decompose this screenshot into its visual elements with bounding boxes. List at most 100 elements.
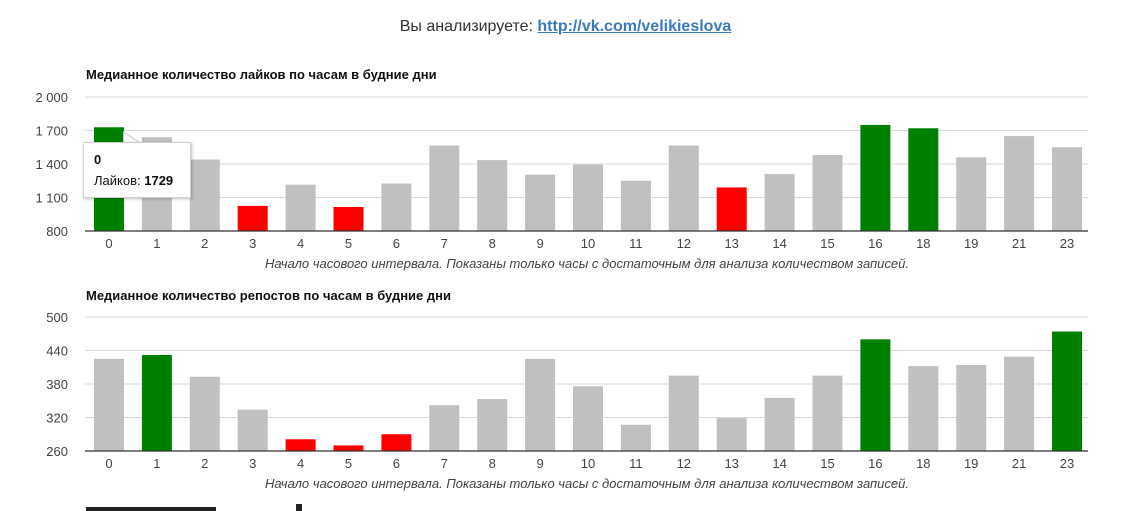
likes-bar-21[interactable] xyxy=(1004,136,1035,231)
reposts-bar-9[interactable] xyxy=(525,358,556,451)
likes-xtick-label: 10 xyxy=(581,236,595,251)
reposts-ytick-label: 380 xyxy=(46,377,68,392)
tooltip-pointer-inner xyxy=(124,133,139,143)
tooltip-label: Лайков: xyxy=(94,173,141,188)
likes-xtick-label: 7 xyxy=(441,236,448,251)
reposts-xtick-label: 6 xyxy=(393,456,400,471)
likes-xtick-label: 15 xyxy=(820,236,834,251)
likes-xtick-label: 6 xyxy=(393,236,400,251)
reposts-bar-18[interactable] xyxy=(908,366,939,451)
reposts-xtick-label: 16 xyxy=(868,456,882,471)
header-prefix: Вы анализируете: xyxy=(399,18,533,35)
reposts-bar-10[interactable] xyxy=(573,386,603,451)
likes-ytick-label: 800 xyxy=(46,224,68,239)
likes-xtick-label: 21 xyxy=(1012,236,1026,251)
likes-xtick-label: 0 xyxy=(105,236,112,251)
likes-ytick-label: 2 000 xyxy=(35,90,68,105)
reposts-bar-13[interactable] xyxy=(716,418,747,451)
likes-xtick-label: 18 xyxy=(916,236,930,251)
likes-xtick-label: 13 xyxy=(724,236,738,251)
likes-bar-2[interactable] xyxy=(189,159,220,231)
reposts-bar-6[interactable] xyxy=(381,434,412,451)
reposts-xtick-label: 23 xyxy=(1060,456,1074,471)
reposts-xtick-label: 19 xyxy=(964,456,978,471)
likes-bar-3[interactable] xyxy=(237,205,268,231)
reposts-bar-2[interactable] xyxy=(189,376,220,451)
likes-chart-title: Медианное количество лайков по часам в б… xyxy=(86,67,437,82)
reposts-bar-4[interactable] xyxy=(285,439,316,451)
analyzed-link[interactable]: http://vk.com/velikieslova xyxy=(537,18,732,35)
likes-bar-6[interactable] xyxy=(381,183,412,231)
likes-xtick-label: 16 xyxy=(868,236,882,251)
next-chart-title-cut xyxy=(86,504,306,511)
reposts-xtick-label: 21 xyxy=(1012,456,1026,471)
reposts-bar-11[interactable] xyxy=(620,424,651,451)
reposts-ytick-label: 500 xyxy=(46,310,68,325)
likes-ytick-label: 1 100 xyxy=(35,191,68,206)
likes-bar-16[interactable] xyxy=(860,124,891,231)
likes-bar-11[interactable] xyxy=(620,180,651,231)
likes-bar-8[interactable] xyxy=(477,160,508,231)
likes-bar-12[interactable] xyxy=(668,145,699,231)
likes-bar-18[interactable] xyxy=(908,128,939,231)
likes-bar-14[interactable] xyxy=(764,174,795,231)
reposts-bar-12[interactable] xyxy=(668,375,699,451)
likes-xtick-label: 9 xyxy=(536,236,543,251)
reposts-bar-14[interactable] xyxy=(764,397,795,451)
reposts-xtick-label: 8 xyxy=(489,456,496,471)
tooltip-value: 1729 xyxy=(144,173,174,188)
reposts-xaxis-caption: Начало часового интервала. Показаны толь… xyxy=(265,476,909,491)
reposts-bar-8[interactable] xyxy=(477,399,508,451)
reposts-bar-16[interactable] xyxy=(860,339,891,451)
reposts-xtick-label: 3 xyxy=(249,456,256,471)
reposts-xtick-label: 13 xyxy=(724,456,738,471)
reposts-bar-19[interactable] xyxy=(956,365,987,451)
likes-xtick-label: 23 xyxy=(1060,236,1074,251)
reposts-xtick-label: 15 xyxy=(820,456,834,471)
reposts-xtick-label: 10 xyxy=(581,456,595,471)
likes-xtick-label: 4 xyxy=(297,236,304,251)
tooltip-category: 0 xyxy=(94,152,102,167)
bar-tooltip: 0 Лайков: 1729 xyxy=(83,142,191,198)
likes-xtick-label: 2 xyxy=(201,236,208,251)
likes-bar-9[interactable] xyxy=(525,174,556,231)
likes-xtick-label: 3 xyxy=(249,236,256,251)
reposts-bar-21[interactable] xyxy=(1004,356,1035,451)
reposts-xtick-label: 18 xyxy=(916,456,930,471)
reposts-xtick-label: 4 xyxy=(297,456,304,471)
likes-bar-19[interactable] xyxy=(956,157,987,231)
likes-bar-10[interactable] xyxy=(573,164,603,231)
reposts-bar-0[interactable] xyxy=(94,358,124,451)
reposts-chart-title: Медианное количество репостов по часам в… xyxy=(86,288,451,303)
likes-bar-4[interactable] xyxy=(285,184,316,231)
likes-bar-15[interactable] xyxy=(812,155,843,231)
reposts-xtick-label: 2 xyxy=(201,456,208,471)
reposts-xtick-label: 1 xyxy=(153,456,160,471)
reposts-ytick-label: 260 xyxy=(46,444,68,459)
reposts-bar-23[interactable] xyxy=(1052,331,1082,451)
likes-xtick-label: 19 xyxy=(964,236,978,251)
reposts-ytick-label: 320 xyxy=(46,411,68,426)
likes-bar-5[interactable] xyxy=(333,206,364,231)
reposts-xtick-label: 12 xyxy=(677,456,691,471)
likes-xtick-label: 8 xyxy=(489,236,496,251)
likes-ytick-label: 1 700 xyxy=(35,124,68,139)
reposts-xtick-label: 14 xyxy=(772,456,786,471)
likes-bar-7[interactable] xyxy=(429,145,460,231)
reposts-xtick-label: 5 xyxy=(345,456,352,471)
likes-xtick-label: 14 xyxy=(772,236,786,251)
reposts-bar-1[interactable] xyxy=(141,354,172,451)
reposts-bar-5[interactable] xyxy=(333,445,364,451)
reposts-xtick-label: 9 xyxy=(536,456,543,471)
reposts-xtick-label: 0 xyxy=(105,456,112,471)
likes-bar-13[interactable] xyxy=(716,187,747,231)
reposts-bar-3[interactable] xyxy=(237,409,268,451)
likes-xtick-label: 12 xyxy=(677,236,691,251)
likes-ytick-label: 1 400 xyxy=(35,157,68,172)
likes-bar-23[interactable] xyxy=(1052,147,1082,231)
reposts-bar-15[interactable] xyxy=(812,375,843,451)
likes-xtick-label: 1 xyxy=(153,236,160,251)
reposts-xtick-label: 7 xyxy=(441,456,448,471)
reposts-bar-7[interactable] xyxy=(429,405,460,451)
